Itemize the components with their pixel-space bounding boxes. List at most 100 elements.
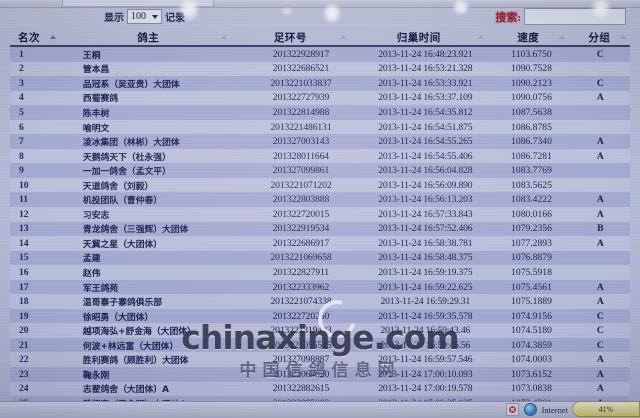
table-row[interactable]: 8 天鹅鸽天下（杜永强） 201328011664 2013-11-24 16:54:… (10, 148, 630, 164)
table-row[interactable]: 3 品冠系（吴亚贵）大团体 2013221033837 2013-11-24 16:5… (10, 76, 630, 91)
cell-ring: 201322827911 (272, 266, 329, 278)
table-row[interactable]: 9 一加一鸽舍（孟文平） 201327099861 2013-11-24 16:56:… (10, 163, 630, 178)
cell-owner: 温哥寨子寨鸽俱乐部 (82, 298, 163, 309)
cell-grp (571, 178, 630, 193)
cell-speed: 1083.4222 (511, 194, 552, 206)
cell-grp: A (596, 136, 604, 148)
cell-time: 2013-11-24 16:59:29.31 (380, 296, 471, 308)
column-header-owner[interactable]: 鸽主 (65, 29, 231, 45)
cell-rank[interactable]: 12 (19, 208, 29, 220)
cell-rank[interactable]: 24 (19, 383, 29, 395)
cell-rank[interactable]: 4 (19, 92, 24, 104)
cell-ring: 201327003143 (272, 136, 330, 148)
show-entries-select[interactable]: 100 (127, 9, 162, 24)
table-row[interactable]: 16 赵伟 201322827911 2013-11-24 16:59:19.375 1… (10, 265, 630, 280)
cell-rank[interactable]: 5 (19, 106, 24, 118)
cell-rank[interactable]: 14 (19, 237, 29, 249)
cell-owner: 青龙鸽舍（三强辉）大团体 (82, 225, 189, 236)
cell-grp: A (596, 383, 604, 395)
cell-time: 2013-11-24 16:57:33.843 (378, 208, 473, 220)
table-row[interactable]: 19 徐昭勇（大团体） 201322720250 2013-11-24 16:59:3… (10, 308, 630, 324)
cell-speed: 1073.6152 (511, 368, 552, 380)
cell-owner: 越项海弘+舒金海（大团体） (82, 327, 196, 338)
cell-rank[interactable]: 2 (19, 63, 24, 75)
cell-rank[interactable]: 21 (19, 339, 29, 351)
table-row[interactable]: 2 管本昌 201322686521 2013-11-24 16:53:21.328 1… (10, 61, 630, 77)
cell-rank[interactable]: 16 (19, 266, 29, 278)
cell-rank[interactable]: 13 (19, 223, 29, 235)
globe-icon (523, 403, 537, 416)
table-row[interactable]: 21 何波+林远富（大团体） 2013221055515 2013-11-24 16:… (10, 337, 630, 353)
cell-ring: 201328011664 (272, 150, 329, 162)
security-zone-group[interactable]: Internet (505, 403, 568, 416)
table-row[interactable]: 18 温哥寨子寨鸽俱乐部 2013221074338 2013-11-24 16:59… (10, 294, 630, 309)
table-row[interactable]: 10 天道鸽舍（刘毅） 2013221071202 2013-11-24 16:56:… (10, 177, 630, 193)
cell-owner: 徐昭勇（大团体） (82, 312, 154, 323)
cell-time: 2013-11-24 16:59:22.625 (378, 281, 473, 293)
cell-rank[interactable]: 19 (19, 310, 29, 322)
table-row[interactable]: 15 孟建 2013221069658 2013-11-24 16:58:48.375… (10, 250, 630, 266)
column-header-time[interactable]: 归巢时间 (350, 29, 488, 45)
cell-speed: 1076.8879 (511, 252, 552, 264)
cell-speed: 1074.3859 (511, 339, 552, 351)
cell-rank[interactable]: 17 (19, 281, 29, 293)
table-row[interactable]: 12 习安志 201322720015 2013-11-24 16:57:33.843… (10, 207, 630, 222)
cell-rank[interactable]: 18 (19, 296, 29, 308)
table-row[interactable]: 17 军王鸽苑 201322333962 2013-11-24 16:59:22.62… (10, 279, 630, 295)
cell-rank[interactable]: 11 (19, 194, 29, 206)
table-row[interactable]: 24 志翟鸽舍（大团体）A 201322882615 2013-11-24 17:00… (10, 381, 630, 397)
cell-speed: 1087.5638 (511, 106, 552, 118)
cell-ring: 201322720015 (272, 208, 330, 220)
cell-rank[interactable]: 1 (19, 48, 24, 60)
cell-owner: 鞠永刚 (82, 370, 110, 381)
cell-grp: A (596, 150, 604, 162)
cell-time: 2013-11-24 16:59:57.546 (378, 354, 473, 366)
cell-owner: 天冀之星（大团体） (82, 239, 163, 250)
table-row[interactable]: 20 越项海弘+舒金海（大团体） 2013221319403 2013-11-24 1… (10, 323, 630, 338)
table-row[interactable]: 22 胜利赛鸽（顾胜利）大团体 201327098887 2013-11-24 16:… (10, 352, 630, 368)
column-header-group-label: 分组 (588, 32, 611, 44)
cell-rank[interactable]: 9 (19, 165, 24, 177)
cell-grp: C (596, 339, 604, 351)
browser-chrome-field (62, 0, 214, 7)
table-row[interactable]: 23 鞠永刚 201322064820 2013-11-24 17:00:10.093… (10, 367, 630, 382)
table-row[interactable]: 14 天冀之星（大团体） 201322686917 2013-11-24 16:58:… (10, 236, 630, 251)
cell-rank[interactable]: 23 (19, 368, 29, 380)
column-header-group[interactable]: 分组 (569, 29, 630, 45)
table-row[interactable]: 1 王桐 201322928917 2013-11-24 16:48:23.921 11… (10, 47, 630, 62)
cell-grp: A (596, 208, 604, 220)
cell-time: 2013-11-24 16:53:21.328 (378, 63, 473, 75)
cell-rank[interactable]: 22 (19, 354, 29, 366)
cell-ring: 2013221486131 (270, 121, 332, 133)
column-header-speed[interactable]: 速度 (488, 29, 569, 45)
table-row[interactable]: 11 机投团队（曹仲春） 201322803888 2013-11-24 16:56:… (10, 192, 630, 208)
cell-speed: 1090.7528 (511, 63, 552, 75)
cell-speed: 1075.5918 (511, 266, 552, 278)
cell-speed: 1083.5625 (511, 179, 552, 191)
cell-rank[interactable]: 3 (19, 77, 24, 89)
cell-grp: A (596, 92, 604, 104)
table-row[interactable]: 6 喻明文 2013221486131 2013-11-24 16:54:51.875… (10, 119, 630, 135)
search-input[interactable] (524, 8, 626, 25)
cell-rank[interactable]: 15 (19, 252, 29, 264)
table-row[interactable]: 5 陈丰树 201322814988 2013-11-24 16:54:35.812 1… (10, 105, 630, 120)
cell-rank[interactable]: 20 (19, 325, 29, 337)
table-row[interactable]: 4 西蜀赛鸽 201322727939 2013-11-24 16:53:37.109… (10, 90, 630, 106)
table-row[interactable]: 13 青龙鸽舍（三强辉）大团体 201322919534 2013-11-24 16:… (10, 221, 630, 237)
cell-ring: 201322064820 (272, 368, 330, 380)
cell-rank[interactable]: 10 (19, 179, 29, 191)
cell-rank[interactable]: 7 (19, 136, 24, 148)
column-header-rank[interactable]: 名次 (10, 29, 65, 45)
cell-rank[interactable]: 6 (19, 121, 24, 133)
cell-time: 2013-11-24 17:00:19.578 (378, 383, 473, 395)
column-header-ring[interactable]: 足环号 (231, 29, 349, 45)
cell-speed: 1075.4561 (511, 281, 552, 293)
table-row[interactable]: 7 凌冰集团（林彬）大团体 201327003143 2013-11-24 16:54… (10, 134, 630, 149)
column-header-time-label: 归巢时间 (396, 32, 441, 44)
cell-rank[interactable]: 8 (19, 150, 24, 162)
zoom-level-control[interactable]: 41% (572, 401, 640, 417)
cell-speed: 1077.2893 (511, 237, 552, 249)
cell-grp: A (596, 237, 604, 249)
column-header-owner-label: 鸽主 (137, 32, 160, 44)
